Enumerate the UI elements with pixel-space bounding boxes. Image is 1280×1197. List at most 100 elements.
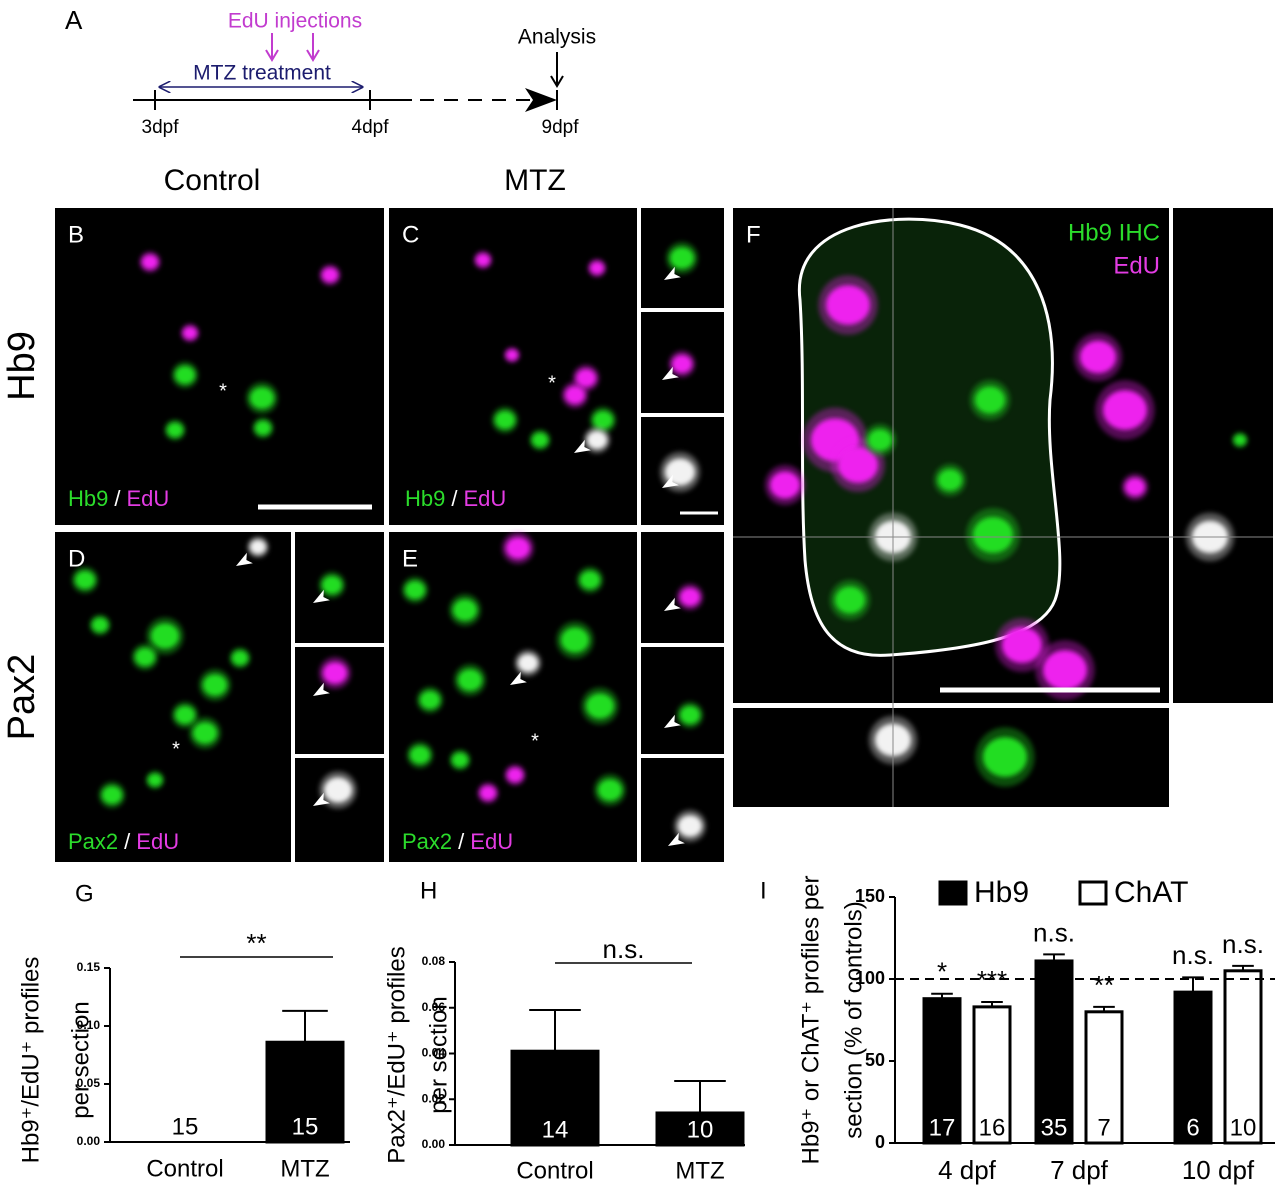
bar [1223,969,1263,1145]
cell [680,588,700,606]
cell [92,617,108,633]
cell [1080,340,1116,374]
y-tick-label: 0.00 [422,1137,446,1151]
timepoint: 9dpf [542,117,580,138]
cell [565,386,585,404]
n-label: 10 [687,1116,714,1143]
injection-arrowhead [265,49,279,62]
asterisk: * [172,738,180,760]
separator: / [124,829,131,854]
y-tick-label: 0.08 [422,954,446,968]
cell [507,767,523,783]
arrowhead [510,671,527,685]
arrowhead [313,792,330,806]
legend-swatch [1078,880,1108,906]
y-axis-label: Hb9⁺ or ChAT⁺ profiles per [797,875,824,1164]
stain-caption: Hb9/EdU [68,486,169,511]
arrowhead [313,589,330,603]
cell [75,571,95,589]
arrowhead [236,552,253,566]
bar [1084,1010,1124,1145]
cell [1002,627,1042,663]
column-header: Control [164,164,261,197]
x-tick-label: Control [516,1157,593,1184]
cell [983,737,1027,777]
legend-label: Hb9 [974,876,1029,909]
cell [868,429,892,451]
cell [232,650,248,666]
cell [975,386,1005,414]
cell [495,411,515,429]
cell [586,693,614,719]
legend-swatch [938,880,968,906]
stain: EdU [126,486,169,511]
cell [938,469,962,491]
stain: Hb9 [68,486,108,511]
y-axis-label: Hb9⁺/EdU⁺ profiles [17,957,44,1164]
stain-caption: Hb9/EdU [405,486,506,511]
arrowhead [668,832,685,846]
bar [1034,959,1074,1145]
arrowhead [661,474,679,488]
stain-caption: Pax2/EdU [68,829,179,854]
asterisk: * [548,372,556,394]
stain-caption: Pax2/EdU [402,829,513,854]
x-tick-label: 4 dpf [938,1155,997,1185]
panel-label: G [75,880,94,907]
bar [922,997,962,1145]
cell [135,648,155,666]
x-tick-label: Control [146,1155,223,1182]
micrograph [1173,208,1273,703]
asterisk: * [531,730,539,752]
cell [1103,390,1147,430]
cell [518,654,538,672]
cell [826,285,870,325]
cell [452,752,468,768]
legend-label: ChAT [1114,876,1188,909]
cell [322,576,342,594]
arrowhead [661,366,679,380]
y-axis-label: section (% of controls) [840,901,867,1138]
row-header: Hb9 [1,331,43,401]
arrowhead [664,266,681,280]
cell [250,387,274,409]
cell [576,369,596,387]
micrograph [641,758,724,862]
cell [770,471,800,499]
cell [678,815,702,837]
y-tick-label: 100 [855,968,885,988]
column-header: MTZ [504,164,566,197]
cell [250,539,266,555]
timeline: A EdU injections MTZ treatment Analysis … [65,5,596,138]
bar [1173,990,1213,1145]
significance: n.s. [1222,929,1264,959]
cell [672,355,692,373]
y-tick-label: 0.04 [422,1046,446,1060]
cell [590,261,604,275]
n-label: 6 [1186,1114,1199,1141]
cell [670,247,694,269]
n-label: 17 [929,1114,956,1141]
stain: Pax2 [402,829,452,854]
y-tick-label: 0.10 [77,1018,101,1032]
panel-label: C [402,221,419,248]
cell [167,422,183,438]
stain: EdU [1113,252,1160,279]
cell [1234,434,1246,446]
cell [580,571,600,589]
y-axis-label: per section [425,996,452,1113]
separator: / [114,486,121,511]
stain: Hb9 IHC [1068,219,1160,246]
cell [183,326,197,340]
cell [1125,478,1145,496]
micrograph [389,208,637,525]
timepoint: 3dpf [142,117,180,138]
cell [458,669,482,691]
y-tick-label: 50 [865,1050,885,1070]
panel-label: F [746,221,761,248]
treatment-label: MTZ treatment [193,62,331,85]
cell [193,722,217,744]
timeline-arrowhead [525,88,557,112]
